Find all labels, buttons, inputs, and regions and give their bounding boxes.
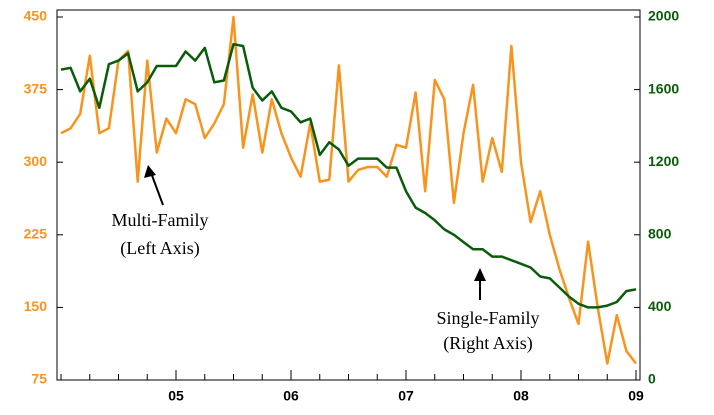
y-tick-label: 450 <box>24 8 48 24</box>
x-tick-label: 05 <box>168 388 184 404</box>
y2-tick-label: 2000 <box>648 8 679 24</box>
x-tick-label: 06 <box>283 388 299 404</box>
y-tick-label: 75 <box>31 371 47 387</box>
y-tick-label: 300 <box>24 153 48 169</box>
arrow-head <box>144 165 156 178</box>
y2-tick-label: 1200 <box>648 153 679 169</box>
plot-frame <box>56 9 641 381</box>
annotation: Multi-Family <box>111 210 208 230</box>
y-tick-label: 375 <box>24 80 48 96</box>
y2-tick-label: 400 <box>648 298 672 314</box>
y2-tick-label: 800 <box>648 226 672 242</box>
y2-tick-label: 1600 <box>648 80 679 96</box>
annotation: Single-Family <box>437 308 540 328</box>
arrow-head <box>474 268 486 281</box>
x-tick-label: 07 <box>398 388 414 404</box>
series-line <box>60 42 637 309</box>
y2-tick-label: 0 <box>648 371 656 387</box>
y-tick-label: 150 <box>24 298 48 314</box>
series-line <box>60 15 637 365</box>
annotation: (Right Axis) <box>443 333 533 354</box>
annotation: (Left Axis) <box>120 238 199 259</box>
y-tick-label: 225 <box>24 226 48 242</box>
x-tick-label: 09 <box>628 388 644 404</box>
x-tick-label: 08 <box>513 388 529 404</box>
